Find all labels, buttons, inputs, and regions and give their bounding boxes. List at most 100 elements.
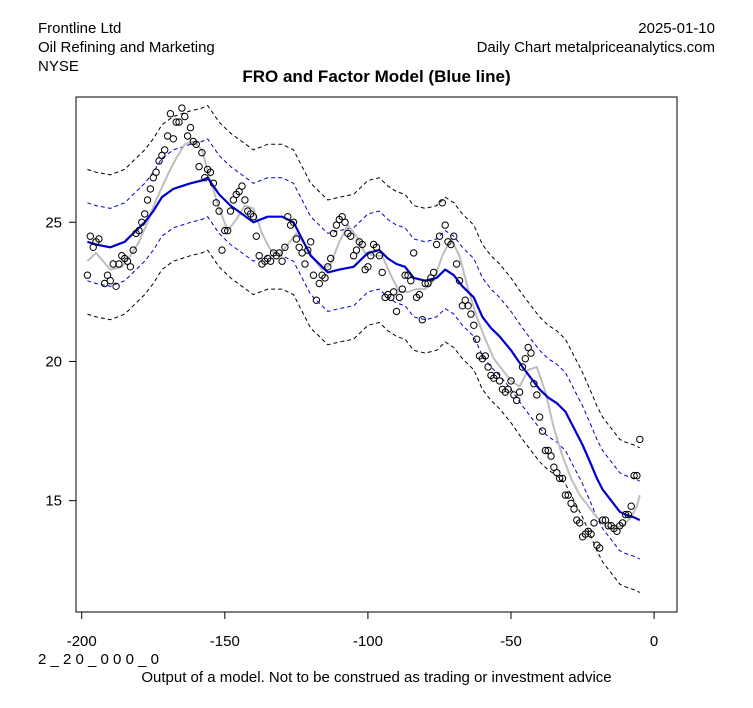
data-point (392, 307, 401, 316)
chart-source: Daily Chart metalpriceanalytics.com (476, 39, 715, 56)
data-point (178, 104, 186, 112)
data-point (352, 246, 361, 254)
data-point (301, 260, 309, 268)
data-point (83, 271, 92, 279)
data-point (367, 252, 375, 260)
data-point (327, 254, 335, 263)
data-point (201, 174, 209, 182)
data-point (186, 123, 195, 132)
data-point (192, 140, 200, 149)
x-tick-label: -100 (353, 633, 383, 650)
data-point (375, 252, 384, 260)
data-point (398, 285, 406, 293)
data-point (527, 349, 535, 357)
data-point (438, 199, 446, 207)
data-point (467, 310, 475, 318)
data-point (473, 335, 481, 343)
data-point (100, 279, 109, 288)
data-point (432, 240, 441, 249)
data-point (521, 355, 529, 363)
header-right: 2025-01-10 Daily Chart metalpriceanalyti… (477, 19, 715, 57)
data-point (312, 296, 321, 304)
data-point (421, 279, 429, 288)
y-tick-label: 25 (45, 214, 62, 231)
data-point (504, 385, 512, 393)
data-point (304, 246, 312, 254)
data-point (470, 321, 478, 329)
y-tick-label: 15 (45, 493, 62, 510)
series-line-outer-lower (87, 249, 641, 593)
data-point (329, 229, 338, 238)
data-point (229, 196, 238, 204)
data-point (224, 226, 232, 235)
data-point (556, 474, 564, 483)
data-point (535, 413, 544, 421)
data-point (241, 196, 249, 204)
data-point (324, 263, 332, 271)
data-point (455, 277, 464, 285)
axes-layer: -200 -150 -100 -50 0 15 20 25 (45, 214, 658, 650)
x-tick-label: -50 (500, 633, 522, 650)
data-point (541, 446, 550, 455)
x-tick-label: -150 (210, 633, 240, 650)
data-point (587, 530, 595, 538)
data-point (567, 499, 575, 508)
data-point (163, 132, 172, 140)
data-point (249, 213, 258, 221)
company-name: Frontline Ltd (38, 20, 122, 37)
data-point (387, 293, 395, 302)
data-point (596, 544, 604, 552)
data-point (452, 260, 461, 268)
data-point (598, 516, 607, 524)
data-point (590, 519, 598, 527)
data-point (570, 505, 578, 513)
data-point (358, 240, 366, 249)
data-point (618, 519, 627, 527)
data-point (206, 168, 215, 176)
data-point (175, 118, 183, 126)
data-point (218, 246, 226, 254)
data-point (558, 474, 567, 483)
data-point (424, 279, 432, 288)
data-point (135, 226, 143, 235)
data-point (613, 527, 621, 535)
data-point (275, 249, 283, 257)
data-point (166, 110, 175, 118)
data-point (372, 243, 381, 252)
data-point (530, 380, 538, 388)
data-point (401, 271, 409, 279)
y-tick-label: 20 (45, 353, 62, 370)
data-point (347, 232, 355, 240)
data-point (138, 218, 146, 227)
data-point (123, 257, 132, 265)
data-point (636, 435, 644, 444)
data-point (181, 112, 189, 121)
series-line-inner-lower (87, 216, 641, 560)
plot-frame (75, 96, 678, 613)
data-point (507, 377, 515, 385)
data-point (215, 207, 223, 215)
data-point (378, 268, 386, 277)
data-point (212, 199, 220, 207)
data-point (95, 235, 103, 243)
data-point (252, 232, 260, 240)
data-point (332, 221, 341, 229)
data-point (544, 446, 552, 455)
data-point (633, 471, 641, 480)
data-point (395, 293, 404, 302)
data-point (547, 452, 555, 460)
data-point (221, 226, 229, 235)
data-point (289, 218, 298, 227)
data-point (129, 246, 137, 254)
data-point (169, 135, 178, 143)
data-point (155, 157, 163, 165)
data-point (435, 232, 444, 240)
data-point (533, 391, 541, 399)
data-point (146, 185, 155, 193)
data-point (538, 427, 547, 435)
data-point (450, 232, 458, 240)
data-point (576, 519, 584, 527)
data-point (115, 260, 123, 268)
series-line-smooth (86, 140, 641, 530)
data-point (209, 179, 218, 188)
